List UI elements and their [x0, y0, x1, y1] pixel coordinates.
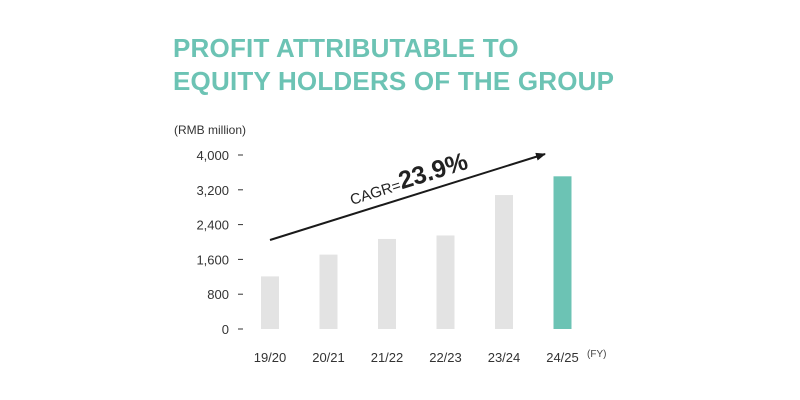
bar-21-22 — [378, 238, 396, 329]
x-tick-label: 23/24 — [488, 350, 521, 365]
cagr-annotation: CAGR=23.9% — [345, 147, 471, 211]
x-tick-label: 19/20 — [254, 350, 287, 365]
y-tick-label: 0 — [222, 322, 229, 337]
bar-23-24 — [495, 195, 513, 329]
x-tick-label: 21/22 — [371, 350, 404, 365]
chart-title-line-2: EQUITY HOLDERS OF THE GROUP — [173, 66, 615, 96]
cagr-label: CAGR= — [348, 177, 403, 209]
chart-title-line-1: PROFIT ATTRIBUTABLE TO — [173, 33, 519, 63]
y-axis: 0 800 1,600 2,400 3,200 4,000 — [196, 148, 243, 337]
bar-19-20 — [261, 276, 279, 329]
x-axis: 19/20 20/21 21/22 22/23 23/24 24/25 — [254, 350, 579, 365]
cagr-arrow — [269, 152, 546, 241]
x-axis-suffix-label: (FY) — [587, 349, 607, 360]
chart-title: PROFIT ATTRIBUTABLE TO EQUITY HOLDERS OF… — [173, 32, 614, 98]
x-tick-label: 22/23 — [429, 350, 462, 365]
y-tick-label: 2,400 — [196, 218, 229, 233]
y-tick-label: 1,600 — [196, 252, 229, 267]
bar-20-21 — [319, 254, 338, 329]
x-tick-label: 20/21 — [312, 350, 345, 365]
y-axis-unit-label: (RMB million) — [174, 123, 246, 137]
y-tick-label: 3,200 — [196, 183, 229, 198]
bars — [261, 176, 572, 329]
bar-22-23 — [436, 235, 455, 329]
x-tick-label: 24/25 — [546, 350, 579, 365]
bar-24-25 — [553, 176, 572, 329]
y-tick-label: 800 — [207, 287, 229, 302]
y-tick-label: 4,000 — [196, 148, 229, 163]
